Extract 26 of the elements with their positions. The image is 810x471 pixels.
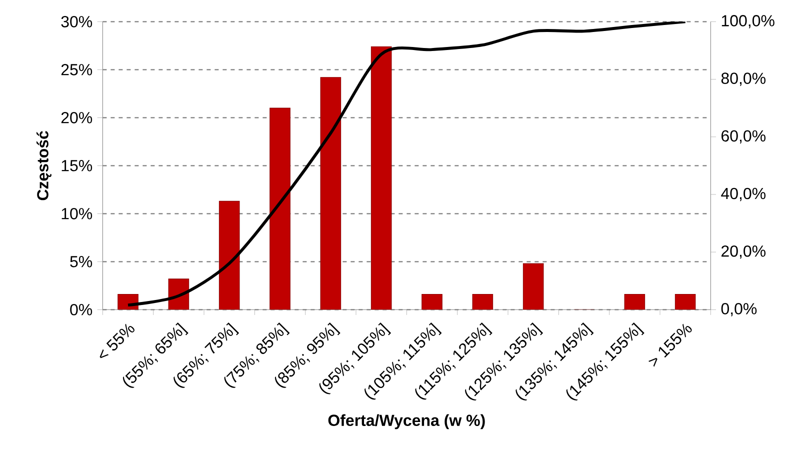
line-series bbox=[126, 22, 687, 307]
y2-tick-label: 20,0% bbox=[722, 245, 766, 259]
bar bbox=[370, 46, 392, 310]
bar bbox=[422, 294, 442, 310]
y-tick-label: 10% bbox=[62, 208, 92, 220]
y2-tick-label: 40,0% bbox=[721, 188, 766, 202]
y2-tick-label: 0,0% bbox=[721, 303, 757, 316]
x-axis-title: Oferta/Wycena (w %) bbox=[328, 414, 485, 430]
y-tick-label: 0% bbox=[70, 304, 92, 316]
y-tick-label: 25% bbox=[61, 64, 92, 76]
y-tick-label: 15% bbox=[62, 160, 92, 172]
y2-tick-label: 80,0% bbox=[721, 72, 766, 86]
y-tick-label: 20% bbox=[61, 112, 92, 124]
x-tick-label: < 55% bbox=[100, 324, 134, 358]
y-tick-label: 30% bbox=[61, 16, 92, 28]
bar bbox=[522, 263, 544, 310]
bar bbox=[472, 294, 494, 310]
bar bbox=[624, 294, 646, 310]
bar bbox=[674, 294, 696, 310]
bar bbox=[270, 108, 290, 310]
y-axis-title: Częstość bbox=[36, 131, 52, 200]
y2-tick-label: 60,0% bbox=[722, 130, 766, 144]
bar bbox=[218, 200, 240, 310]
y2-tick-label: 100,0% bbox=[722, 15, 774, 28]
y-tick-label: 5% bbox=[70, 256, 92, 268]
bar bbox=[320, 77, 342, 310]
